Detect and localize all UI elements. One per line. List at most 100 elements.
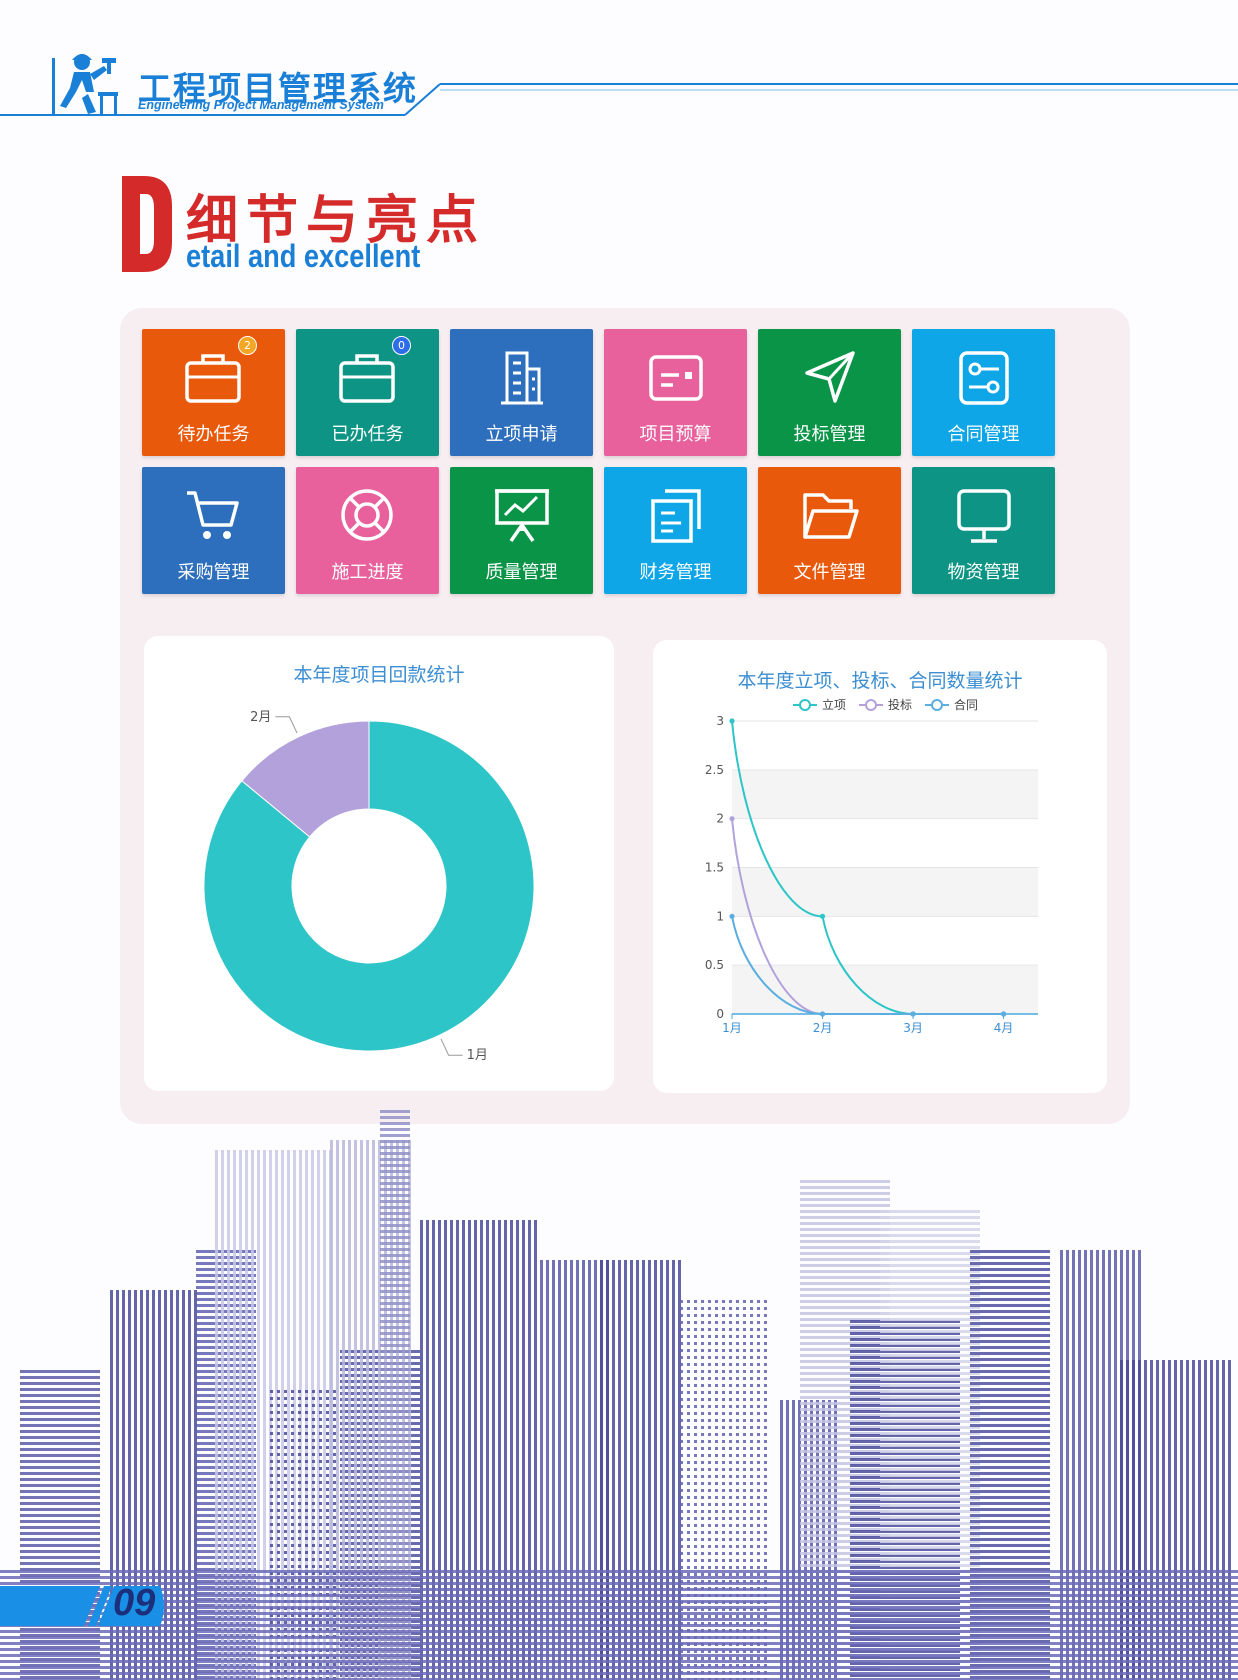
y-tick-label: 1.5 — [705, 861, 724, 875]
x-tick-label: 3月 — [903, 1021, 923, 1035]
building — [110, 1290, 197, 1680]
section-title: 细节与亮点 — [186, 190, 487, 251]
y-tick-label: 0 — [716, 1007, 724, 1021]
module-tile-label: 文件管理 — [793, 562, 866, 583]
x-tick-label: 1月 — [722, 1021, 742, 1035]
construction-worker-icon — [52, 54, 118, 116]
lifebuoy-icon — [340, 489, 393, 541]
system-subtitle: Engineering Project Management System — [138, 98, 384, 112]
data-point[interactable] — [1000, 1011, 1007, 1017]
building — [680, 1300, 767, 1680]
building — [600, 1260, 681, 1680]
y-tick-label: 1 — [716, 909, 724, 923]
count-badge: 2 — [238, 336, 257, 355]
y-tick-label: 2 — [716, 812, 724, 826]
module-tile[interactable]: 项目预算 — [604, 329, 747, 456]
y-tick-label: 0.5 — [705, 958, 724, 972]
building — [380, 1110, 410, 1677]
header-decorative-lines — [0, 83, 1238, 116]
module-tile[interactable]: 合同管理 — [912, 329, 1055, 456]
count-badge: 0 — [392, 336, 411, 355]
documents-icon — [650, 489, 701, 543]
folder-icon — [802, 493, 859, 539]
module-tile[interactable]: 已办任务 0 — [296, 329, 439, 456]
slice-label-leader — [440, 1038, 463, 1056]
data-point[interactable] — [819, 1011, 826, 1017]
module-tile[interactable]: 立项申请 — [450, 329, 593, 456]
module-tile-label: 财务管理 — [639, 562, 712, 583]
grid-band — [732, 769, 1038, 819]
grid-band — [732, 965, 1038, 1014]
module-tile[interactable]: 文件管理 — [758, 467, 901, 594]
y-tick-label: 3 — [716, 714, 724, 728]
legend-label: 投标 — [888, 697, 912, 712]
grid-band — [732, 818, 1038, 868]
navigation-arrow-icon — [804, 351, 855, 403]
module-tile-label: 项目预算 — [639, 424, 712, 445]
building — [1120, 1360, 1231, 1680]
building — [970, 1250, 1050, 1679]
shopping-cart-icon — [186, 491, 239, 539]
briefcase-icon — [184, 354, 241, 403]
module-tile-label: 待办任务 — [177, 424, 250, 445]
x-tick-label: 4月 — [994, 1021, 1014, 1035]
module-tile[interactable]: 质量管理 — [450, 467, 593, 594]
module-tile[interactable]: 物资管理 — [912, 467, 1055, 594]
series-line — [731, 916, 1004, 1016]
module-tile-label: 已办任务 — [331, 424, 404, 445]
legend-item[interactable]: 合同 — [925, 697, 978, 712]
building — [196, 1250, 256, 1679]
slice-label-leader — [275, 716, 298, 734]
module-tile-label: 质量管理 — [485, 562, 558, 583]
data-point[interactable] — [729, 718, 735, 724]
data-point[interactable] — [819, 913, 826, 919]
presentation-chart-icon — [494, 489, 549, 542]
dashboard-panel: 待办任务 2 已办任务 0 立项申请 项目预算 投标管理 合同管理采购管理 施工进度 质量管理 财务… — [120, 308, 1130, 1124]
building-icon — [500, 351, 543, 405]
module-tile[interactable]: 待办任务 2 — [142, 329, 285, 456]
module-tile-label: 物资管理 — [947, 562, 1020, 583]
donut-slice[interactable] — [203, 720, 535, 1052]
module-tile[interactable]: 投标管理 — [758, 329, 901, 456]
data-point[interactable] — [729, 816, 735, 822]
legend-label: 合同 — [954, 697, 978, 712]
module-tile[interactable]: 施工进度 — [296, 467, 439, 594]
donut-slice[interactable] — [241, 720, 370, 838]
building — [850, 1320, 960, 1677]
monitor-icon — [956, 489, 1011, 543]
page-number: 09 — [113, 1582, 156, 1624]
module-tile[interactable]: 采购管理 — [142, 467, 285, 594]
city-skyline-decoration — [0, 1110, 1238, 1680]
payment-chart-card: 本年度项目回款统计 1月 2月 — [144, 636, 614, 1091]
module-tile-label: 立项申请 — [485, 424, 558, 445]
x-tick-label: 2月 — [813, 1021, 833, 1035]
count-chart-card: 本年度立项、投标、合同数量统计 0 0.5 1 1.5 2 2.5 3 1月 2月 3月 4月 立项 投… — [653, 640, 1107, 1093]
building — [540, 1260, 609, 1680]
data-point[interactable] — [910, 1011, 916, 1017]
module-tile-label: 合同管理 — [947, 424, 1020, 445]
y-tick-label: 2.5 — [705, 763, 724, 777]
legend-item[interactable]: 投标 — [859, 697, 912, 712]
id-card-icon — [648, 355, 703, 401]
legend-item[interactable]: 立项 — [793, 697, 846, 712]
building — [0, 1570, 1238, 1680]
payment-chart-title: 本年度项目回款统计 — [293, 664, 465, 686]
module-tile[interactable]: 财务管理 — [604, 467, 747, 594]
module-tile-label: 采购管理 — [177, 562, 250, 583]
page-header: 工程项目管理系统 Engineering Project Management … — [0, 0, 1238, 130]
settings-toggle-icon — [958, 351, 1009, 405]
module-tile-label: 投标管理 — [793, 424, 866, 445]
section-letter-d: D — [122, 176, 172, 272]
building — [880, 1210, 980, 1680]
section-subtitle: etail and excellent — [186, 238, 421, 274]
building — [420, 1220, 537, 1680]
data-point[interactable] — [729, 913, 735, 919]
briefcase-icon — [338, 354, 395, 403]
legend-label: 立项 — [822, 697, 846, 712]
payment-donut-chart: 1月 2月 — [203, 710, 535, 1063]
slice-label: 1月 — [467, 1048, 488, 1063]
grid-band — [732, 721, 1038, 770]
building — [215, 1150, 332, 1680]
slice-label: 2月 — [250, 710, 271, 725]
grid-band — [732, 916, 1038, 966]
